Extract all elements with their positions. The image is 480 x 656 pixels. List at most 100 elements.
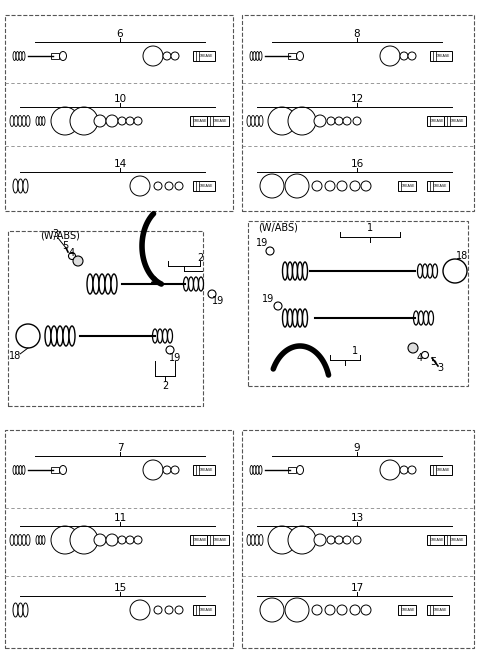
Circle shape <box>337 605 347 615</box>
Circle shape <box>106 115 118 127</box>
Ellipse shape <box>19 52 22 60</box>
Circle shape <box>327 536 335 544</box>
Circle shape <box>361 181 371 191</box>
Circle shape <box>175 606 183 614</box>
Bar <box>427 116 445 126</box>
Ellipse shape <box>13 179 18 193</box>
Bar <box>51 467 59 473</box>
Text: 17: 17 <box>350 583 364 593</box>
Circle shape <box>171 466 179 474</box>
Text: 5: 5 <box>430 357 436 367</box>
Circle shape <box>443 259 467 283</box>
Circle shape <box>166 346 174 354</box>
Ellipse shape <box>14 115 18 127</box>
Circle shape <box>51 526 79 554</box>
Circle shape <box>288 107 316 135</box>
Bar <box>430 465 452 475</box>
Circle shape <box>126 117 134 125</box>
Bar <box>398 181 416 191</box>
Text: 19: 19 <box>262 294 274 304</box>
Text: GREASE: GREASE <box>199 184 213 188</box>
Text: GREASE: GREASE <box>193 119 207 123</box>
Ellipse shape <box>60 466 67 474</box>
Text: 9: 9 <box>354 443 360 453</box>
Bar <box>193 465 215 475</box>
Ellipse shape <box>26 535 30 546</box>
Circle shape <box>134 536 142 544</box>
Circle shape <box>268 526 296 554</box>
Text: GREASE: GREASE <box>213 538 227 542</box>
Ellipse shape <box>432 264 437 278</box>
Ellipse shape <box>183 277 189 291</box>
Ellipse shape <box>10 115 14 127</box>
Bar <box>5 430 233 648</box>
Bar <box>427 181 449 191</box>
Ellipse shape <box>302 262 308 280</box>
Bar <box>288 53 296 59</box>
Ellipse shape <box>93 274 99 294</box>
Circle shape <box>126 536 134 544</box>
Circle shape <box>337 181 347 191</box>
Circle shape <box>343 117 351 125</box>
Text: 6: 6 <box>117 29 123 39</box>
Circle shape <box>312 605 322 615</box>
Text: GREASE: GREASE <box>430 538 444 542</box>
Text: GREASE: GREASE <box>401 608 415 612</box>
Circle shape <box>118 117 126 125</box>
Bar <box>193 181 215 191</box>
Ellipse shape <box>18 179 23 193</box>
Circle shape <box>274 302 282 310</box>
Ellipse shape <box>45 326 51 346</box>
Bar <box>427 605 449 615</box>
Text: (W/ABS): (W/ABS) <box>258 223 298 233</box>
Ellipse shape <box>26 115 30 127</box>
Ellipse shape <box>255 115 259 127</box>
Ellipse shape <box>13 466 16 474</box>
Ellipse shape <box>18 115 22 127</box>
Circle shape <box>73 256 83 266</box>
Circle shape <box>327 117 335 125</box>
Text: GREASE: GREASE <box>199 608 213 612</box>
Circle shape <box>350 181 360 191</box>
Circle shape <box>171 52 179 60</box>
Ellipse shape <box>13 603 18 617</box>
Text: 19: 19 <box>212 296 224 306</box>
Ellipse shape <box>418 264 422 278</box>
Ellipse shape <box>23 179 28 193</box>
Ellipse shape <box>251 115 255 127</box>
Ellipse shape <box>16 52 19 60</box>
Circle shape <box>16 324 40 348</box>
Circle shape <box>408 343 418 353</box>
Ellipse shape <box>16 466 19 474</box>
Text: GREASE: GREASE <box>433 608 447 612</box>
Text: 15: 15 <box>113 583 127 593</box>
Bar <box>242 15 474 211</box>
Circle shape <box>134 117 142 125</box>
Ellipse shape <box>13 52 16 60</box>
Bar <box>288 467 296 473</box>
Ellipse shape <box>419 311 423 325</box>
Text: GREASE: GREASE <box>450 538 464 542</box>
Circle shape <box>175 182 183 190</box>
Text: 8: 8 <box>354 29 360 39</box>
Text: 1: 1 <box>352 346 358 356</box>
Ellipse shape <box>189 277 193 291</box>
Ellipse shape <box>69 326 75 346</box>
Bar <box>430 51 452 61</box>
Text: 2: 2 <box>162 381 168 391</box>
Ellipse shape <box>302 309 308 327</box>
Circle shape <box>130 600 150 620</box>
Text: 19: 19 <box>169 353 181 363</box>
Ellipse shape <box>39 535 42 544</box>
Circle shape <box>94 534 106 546</box>
Text: 13: 13 <box>350 513 364 523</box>
Circle shape <box>143 460 163 480</box>
Text: GREASE: GREASE <box>436 54 450 58</box>
Circle shape <box>163 52 171 60</box>
Ellipse shape <box>288 262 292 280</box>
Bar <box>444 116 466 126</box>
Circle shape <box>335 117 343 125</box>
Ellipse shape <box>247 535 251 546</box>
Ellipse shape <box>283 262 288 280</box>
Ellipse shape <box>251 535 255 546</box>
